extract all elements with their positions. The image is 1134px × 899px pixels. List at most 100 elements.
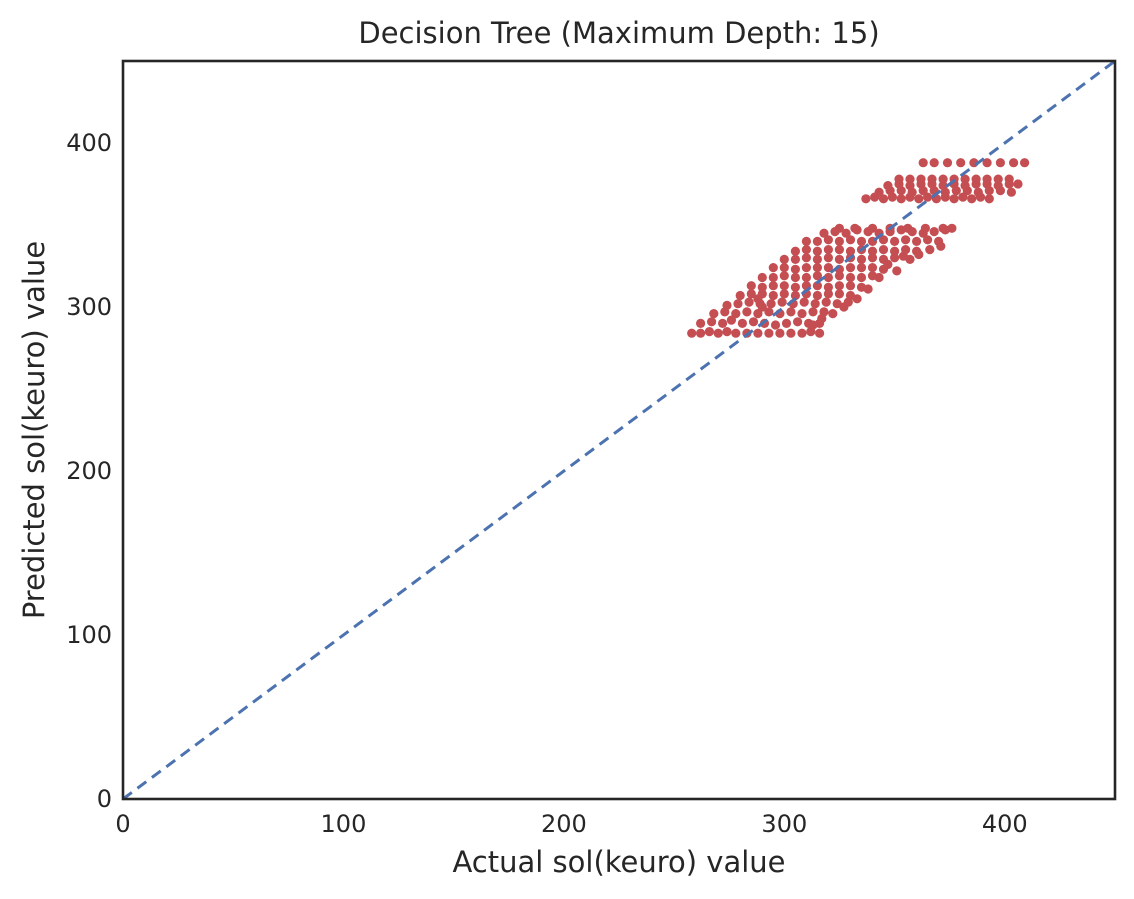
data-point	[971, 174, 981, 184]
data-point	[841, 228, 851, 238]
data-point	[726, 315, 737, 325]
y-tick-label: 400	[66, 129, 112, 157]
data-point	[779, 271, 789, 281]
data-point	[737, 318, 748, 328]
data-point	[801, 272, 812, 283]
data-point	[812, 246, 823, 256]
data-point	[1020, 158, 1030, 168]
data-point	[973, 187, 983, 197]
data-point	[808, 307, 818, 317]
data-point	[775, 328, 785, 338]
data-point	[764, 307, 774, 317]
data-point	[874, 187, 884, 197]
data-point	[905, 174, 915, 184]
data-point	[874, 272, 884, 283]
data-point	[890, 246, 900, 256]
data-point	[812, 236, 823, 246]
data-point	[828, 309, 838, 319]
data-point	[801, 253, 812, 263]
data-point	[916, 174, 926, 184]
data-point	[823, 253, 834, 263]
data-point	[890, 253, 900, 263]
data-point	[823, 235, 834, 245]
data-point	[733, 299, 743, 309]
data-point	[823, 263, 834, 273]
data-point	[920, 223, 931, 233]
data-point	[823, 272, 834, 283]
data-point	[850, 223, 860, 233]
data-point	[799, 297, 809, 307]
data-point	[845, 281, 856, 291]
data-point	[878, 235, 889, 245]
data-point	[812, 254, 823, 264]
data-point	[696, 328, 706, 338]
data-point	[687, 328, 697, 338]
data-point	[993, 174, 1003, 184]
data-point	[942, 158, 953, 168]
data-point	[993, 181, 1003, 191]
data-point	[929, 158, 939, 168]
data-point	[768, 272, 778, 283]
data-point	[912, 236, 922, 246]
data-point	[817, 313, 827, 324]
y-axis-label: Predicted sol(keuro) value	[17, 241, 51, 619]
data-point	[1009, 158, 1019, 168]
data-point	[883, 181, 893, 191]
data-point	[960, 181, 970, 191]
data-point	[757, 302, 767, 312]
data-point	[903, 223, 913, 233]
data-point	[834, 254, 845, 264]
data-point	[815, 328, 825, 338]
x-axis-ticks: 0 100 200 300 400	[115, 810, 1027, 838]
data-point	[938, 181, 948, 191]
data-point	[856, 272, 867, 283]
data-point	[834, 271, 845, 281]
data-point	[748, 317, 759, 327]
data-point	[757, 272, 767, 283]
data-point	[753, 309, 763, 319]
data-point	[786, 328, 796, 338]
y-tick-label: 200	[66, 457, 112, 485]
data-point	[982, 158, 992, 168]
data-point	[790, 290, 801, 301]
data-point	[812, 263, 823, 273]
data-point	[766, 299, 776, 309]
plot-frame	[121, 59, 1117, 801]
data-point	[856, 263, 867, 273]
data-point	[923, 235, 933, 245]
data-point	[863, 284, 873, 294]
data-point	[808, 320, 818, 330]
data-point	[896, 194, 906, 204]
data-point	[834, 281, 845, 291]
data-point	[819, 228, 829, 238]
data-point	[958, 192, 968, 202]
reference-line	[122, 59, 1116, 801]
data-point	[709, 309, 719, 319]
data-point	[770, 320, 781, 330]
data-point	[746, 281, 756, 291]
data-point	[768, 281, 778, 291]
data-point	[777, 297, 787, 307]
data-point	[929, 227, 939, 237]
data-point	[713, 328, 723, 338]
data-point	[894, 174, 904, 184]
data-point	[1013, 179, 1023, 189]
data-point	[790, 272, 801, 283]
data-point	[867, 253, 878, 263]
data-point	[834, 289, 845, 299]
data-point	[1006, 187, 1017, 197]
data-point	[901, 235, 911, 245]
x-tick-label: 200	[541, 810, 587, 838]
data-point	[905, 181, 915, 191]
data-point	[821, 297, 831, 307]
data-point	[867, 246, 878, 256]
data-point	[905, 254, 915, 264]
data-point	[839, 302, 849, 312]
data-point	[834, 223, 845, 233]
data-point	[735, 290, 745, 301]
y-tick-label: 100	[66, 621, 112, 649]
data-point	[914, 194, 924, 204]
data-point	[696, 318, 706, 328]
data-point	[731, 328, 741, 338]
data-point	[779, 254, 789, 264]
